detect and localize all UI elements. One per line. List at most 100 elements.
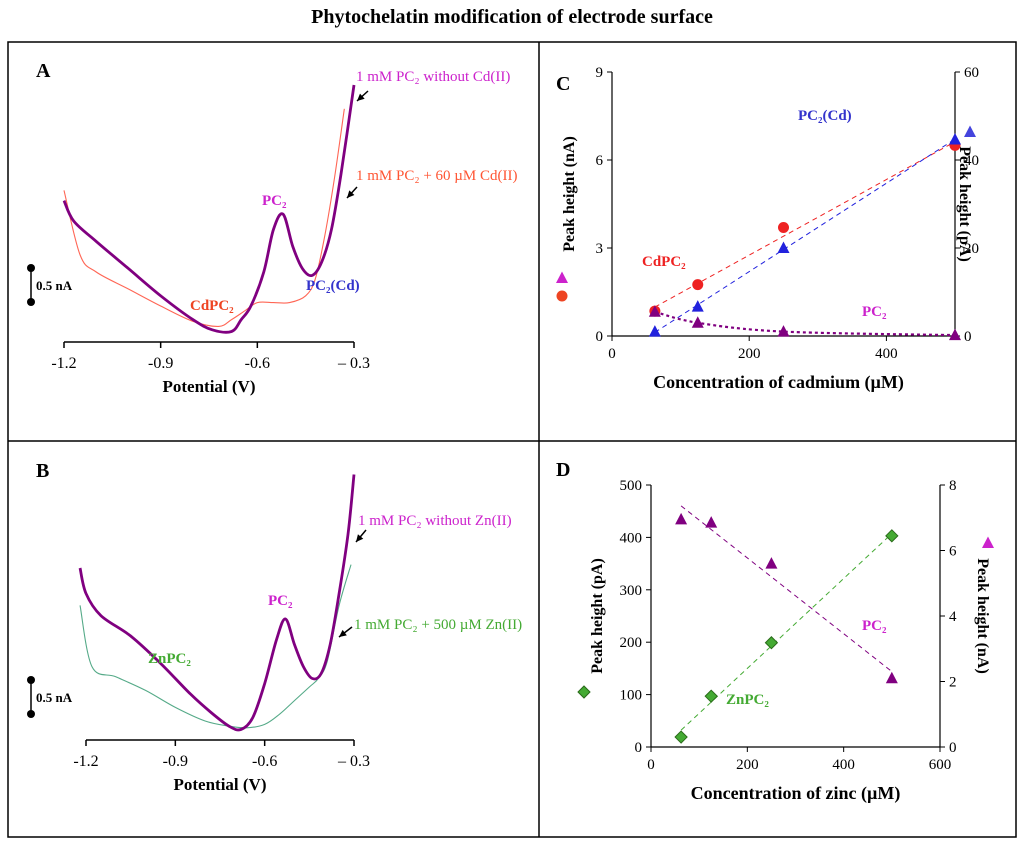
undefined: 1 mM PC₂ without Cd(II) [356,69,510,85]
annotation-cdpc2: CdPC₂ [642,254,686,270]
curve-B-without-metal [78,474,356,732]
x-axis-label-B: Potential (V) [173,775,266,794]
x-tick-label: -0.9 [163,753,188,770]
scale-bar-end [27,676,35,684]
legend-marker-triangle [556,271,568,283]
x-tick-label: 400 [832,757,855,773]
data-point [885,529,899,543]
annotation-pc2-cd: PC₂(Cd) [798,108,852,124]
x-tick-label: 0 [647,757,655,773]
y-tick-label-left: 500 [620,478,643,494]
y-tick-label-left: 0 [596,329,604,345]
y-tick-label-right: 6 [949,544,957,560]
trend-line [654,141,956,308]
trend-line-PC₂ [654,310,956,337]
curve-A-with-metal [63,108,345,327]
scale-bar-end [27,298,35,306]
data-point [777,325,790,337]
x-tick-label: -0.9 [148,355,173,372]
figure-frame [7,41,1017,838]
y-tick-label-left: 3 [596,241,604,257]
y-tick-label-right: 4 [949,609,957,625]
panel-label-B: B [36,460,49,482]
y-tick-label-right: 40 [964,153,979,169]
x-tick-label: 600 [929,757,952,773]
y-axis-label-left-D: Peak height (pA) [589,558,606,674]
curve-B-with-metal [79,564,352,729]
legend-marker-circle [556,290,568,302]
y-tick-label-left: 300 [620,583,643,599]
x-axis-label-A: Potential (V) [162,377,255,396]
data-point [777,241,790,253]
arrow-head [339,629,347,637]
x-tick-label: 400 [875,346,898,362]
data-point [675,512,688,525]
figure-title: Phytochelatin modification of electrode … [311,6,713,28]
legend-marker-diamond [577,685,591,699]
data-point [648,305,661,317]
undefined: 1 mM PC₂ without Zn(II) [358,513,512,529]
y-tick-label-right: 8 [949,478,957,494]
arrow-head [356,534,364,542]
y-tick-label-left: 9 [596,65,604,81]
scale-bar-end [27,710,35,718]
y-tick-label-right: 2 [949,675,957,691]
data-point [764,636,779,650]
y-tick-label-left: 100 [620,688,643,704]
undefined: 1 mM PC₂ + 500 µM Zn(II) [354,617,522,633]
x-tick-label: 200 [736,757,759,773]
scale-bar-label: 0.5 nA [36,690,73,705]
y-tick-label-right: 20 [964,241,979,257]
x-tick-label: – 0.3 [337,753,370,770]
y-axis-label-right-C: Peak height (pA) [956,146,973,262]
annotation-pc2: PC₂ [862,618,887,634]
panel-label-A: A [36,60,51,82]
scale-bar-label: 0.5 nA [36,278,73,293]
undefined: PC₂(Cd) [306,278,360,294]
data-point [885,671,898,684]
annotation-znpc2: ZnPC₂ [726,692,769,708]
undefined: ZnPC₂ [148,651,191,667]
y-axis-label-right-D: Peak height (nA) [974,558,991,674]
arrow-head [357,93,365,101]
y-tick-label-left: 6 [596,153,604,169]
legend-marker-triangle [964,125,976,137]
x-axis-label-C: Concentration of cadmium (µM) [653,372,904,393]
x-tick-label: 0 [608,346,616,362]
y-tick-label-left: 0 [635,740,643,756]
x-axis-label-D: Concentration of zinc (µM) [691,783,901,804]
annotation-pc2: PC₂ [862,304,887,320]
undefined: PC₂ [268,593,293,609]
data-point [778,221,789,233]
undefined: CdPC₂ [190,298,234,314]
y-tick-label-right: 0 [964,329,972,345]
panel-label-D: D [556,459,570,481]
x-tick-label: -1.2 [73,753,98,770]
x-tick-label: -1.2 [51,355,76,372]
y-axis-label-left-C: Peak height (nA) [561,136,578,252]
data-point [648,325,661,337]
panel-label-C: C [556,73,570,95]
data-point [691,300,704,312]
trend-line [654,138,956,333]
undefined: 1 mM PC₂ + 60 µM Cd(II) [356,168,518,184]
data-point [765,557,778,569]
y-tick-label-right: 0 [949,740,957,756]
y-tick-label-left: 400 [620,530,643,546]
data-point [949,132,961,145]
arrow-head [347,190,355,198]
undefined: PC₂ [262,193,287,209]
trend-line [680,505,893,672]
scale-bar-end [27,264,35,272]
data-point [691,316,704,328]
data-point [674,730,688,744]
x-tick-label: – 0.3 [337,355,370,372]
x-tick-label: -0.6 [252,753,277,770]
y-tick-label-left: 200 [620,635,643,651]
x-tick-label: 200 [738,346,761,362]
legend-marker-triangle [982,536,994,548]
data-point [692,279,704,291]
y-tick-label-right: 60 [964,65,979,81]
data-point [705,516,718,528]
